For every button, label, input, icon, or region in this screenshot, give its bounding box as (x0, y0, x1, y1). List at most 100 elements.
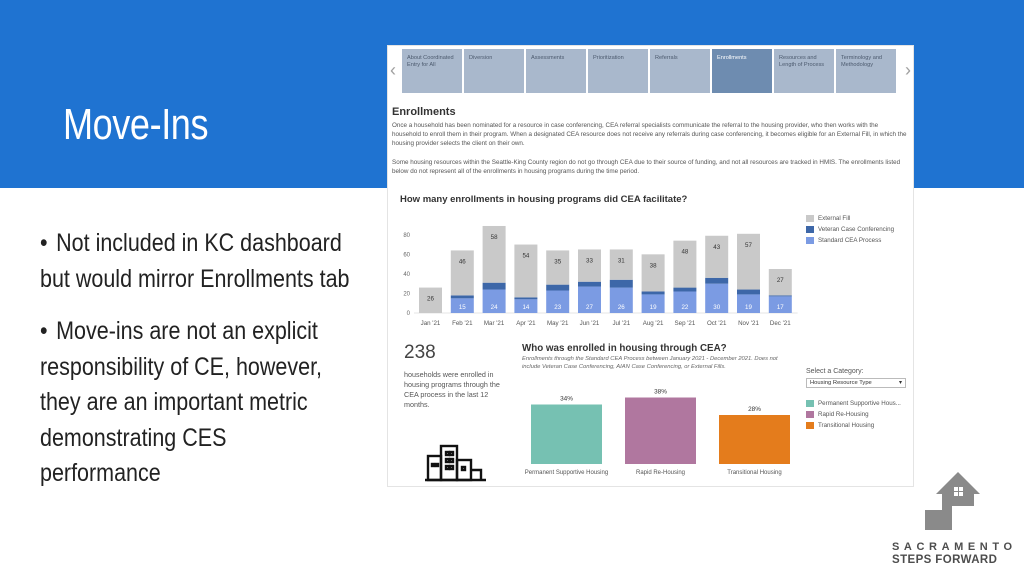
bullet-glyph: • (40, 317, 48, 345)
legend-label: Rapid Re-Housing (818, 411, 869, 418)
bar-segment (514, 244, 538, 298)
legend-label: Standard CEA Process (818, 237, 882, 244)
legend-item-external[interactable]: External Fill (806, 213, 894, 224)
buildings-icon (425, 444, 486, 482)
data-label: 26 (618, 304, 625, 311)
legend-item-veteran[interactable]: Veteran Case Conferencing (806, 224, 894, 235)
x-tick-label: Rapid Re-Housing (636, 470, 685, 476)
bar-segment (482, 282, 506, 290)
bar-segment (450, 295, 474, 299)
x-tick-label: Dec '21 (770, 320, 791, 327)
legend-item-rrh[interactable]: Rapid Re-Housing (806, 409, 901, 420)
tabs-next-arrow[interactable]: › (905, 60, 911, 80)
legend-swatch (806, 215, 814, 222)
bar-segment (482, 225, 506, 283)
data-label: 27 (777, 277, 784, 284)
x-tick-label: Sep '21 (675, 320, 696, 327)
x-tick-label: May '21 (547, 320, 569, 327)
bar (719, 415, 790, 464)
category-label: Select a Category: (806, 368, 864, 375)
data-label: 28% (748, 406, 761, 413)
bar-segment (450, 298, 474, 313)
bar-segment (482, 289, 506, 313)
data-label: 19 (650, 304, 657, 311)
bar-segment (705, 277, 729, 284)
kpi-description: households were enrolled in housing prog… (404, 370, 500, 409)
data-label: 19 (745, 304, 752, 311)
tab-diversion[interactable]: Diversion (464, 49, 524, 93)
enrollments-disclaimer: Some housing resources within the Seattl… (392, 159, 901, 175)
dashboard-tabs: About Coordinated Entry for All Diversio… (402, 49, 898, 93)
bar-segment (705, 283, 729, 313)
chevron-down-icon: ▾ (898, 380, 902, 386)
x-tick-label: Aug '21 (643, 320, 664, 327)
data-label: 43 (713, 244, 720, 251)
tab-enrollments[interactable]: Enrollments (712, 49, 772, 93)
tab-resources[interactable]: Resources and Length of Process (774, 49, 834, 93)
bar-segment (450, 250, 474, 296)
x-tick-label: Feb '21 (452, 320, 473, 327)
section-title: Enrollments (392, 106, 456, 118)
data-label: 30 (713, 304, 720, 311)
tab-about[interactable]: About Coordinated Entry for All (402, 49, 462, 93)
bar-segment (419, 287, 442, 313)
data-label: 58 (491, 234, 498, 241)
logo-text-steps-forward: STEPS FORWARD (892, 554, 998, 566)
bar-segment (705, 235, 729, 278)
bar-segment (578, 281, 601, 287)
tab-prioritization[interactable]: Prioritization (588, 49, 648, 93)
data-label: 57 (745, 242, 752, 249)
bar (531, 404, 602, 464)
y-tick-label: 80 (403, 233, 410, 239)
enrollments-description: Once a household has been nominated for … (392, 122, 907, 147)
category-select[interactable]: Housing Resource Type ▾ (806, 378, 906, 388)
y-tick-label: 60 (403, 252, 410, 258)
legend-item-psh[interactable]: Permanent Supportive Hous... (806, 398, 901, 409)
tab-assessments[interactable]: Assessments (526, 49, 586, 93)
x-tick-label: Permanent Supportive Housing (525, 470, 608, 476)
x-tick-label: Jan '21 (421, 320, 441, 327)
data-label: 33 (586, 257, 593, 264)
bar-segment (546, 250, 570, 285)
enrollments-legend: External Fill Veteran Case Conferencing … (806, 213, 894, 246)
dashboard-screenshot: ‹ › About Coordinated Entry for All Dive… (388, 46, 913, 486)
bar (625, 397, 696, 464)
sacramento-steps-forward-logo (925, 472, 980, 530)
bar-segment (673, 240, 697, 288)
legend-item-standard[interactable]: Standard CEA Process (806, 235, 894, 246)
category-select-value: Housing Resource Type (810, 380, 872, 386)
data-label: 24 (491, 304, 498, 311)
legend-label: Transitional Housing (818, 422, 875, 429)
data-label: 34% (560, 396, 573, 403)
tabs-prev-arrow[interactable]: ‹ (390, 60, 396, 80)
bar-segment (578, 286, 601, 313)
legend-item-th[interactable]: Transitional Housing (806, 420, 901, 431)
x-tick-label: Transitional Housing (727, 470, 781, 476)
data-label: 26 (427, 296, 434, 303)
x-tick-label: Jun '21 (580, 320, 600, 327)
bullet-text: Not included in KC dashboard but would m… (40, 229, 350, 293)
bar-segment (609, 279, 633, 288)
bar-segment (641, 294, 665, 313)
legend-label: Veteran Case Conferencing (818, 226, 895, 233)
tab-terminology[interactable]: Terminology and Methodology (836, 49, 896, 93)
y-tick-label: 40 (403, 272, 410, 278)
bar-segment (768, 296, 792, 313)
bar-segment (514, 299, 538, 313)
data-label: 23 (554, 304, 561, 311)
legend-label: External Fill (818, 215, 851, 222)
x-tick-label: Oct '21 (707, 320, 727, 327)
data-label: 46 (459, 258, 466, 265)
who-enrolled-note: Enrollments through the Standard CEA Pro… (522, 356, 778, 370)
housing-type-legend: Permanent Supportive Hous... Rapid Re-Ho… (806, 398, 901, 431)
tab-referrals[interactable]: Referrals (650, 49, 710, 93)
bar-segment (673, 287, 697, 292)
bar-segment (673, 291, 697, 313)
bar-segment (737, 233, 760, 290)
slide-title: Move-Ins (63, 100, 209, 149)
legend-swatch (806, 226, 814, 233)
who-enrolled-title: Who was enrolled in housing through CEA? (522, 343, 727, 354)
x-tick-label: Nov '21 (738, 320, 759, 327)
data-label: 17 (777, 304, 784, 311)
data-label: 54 (522, 253, 529, 260)
